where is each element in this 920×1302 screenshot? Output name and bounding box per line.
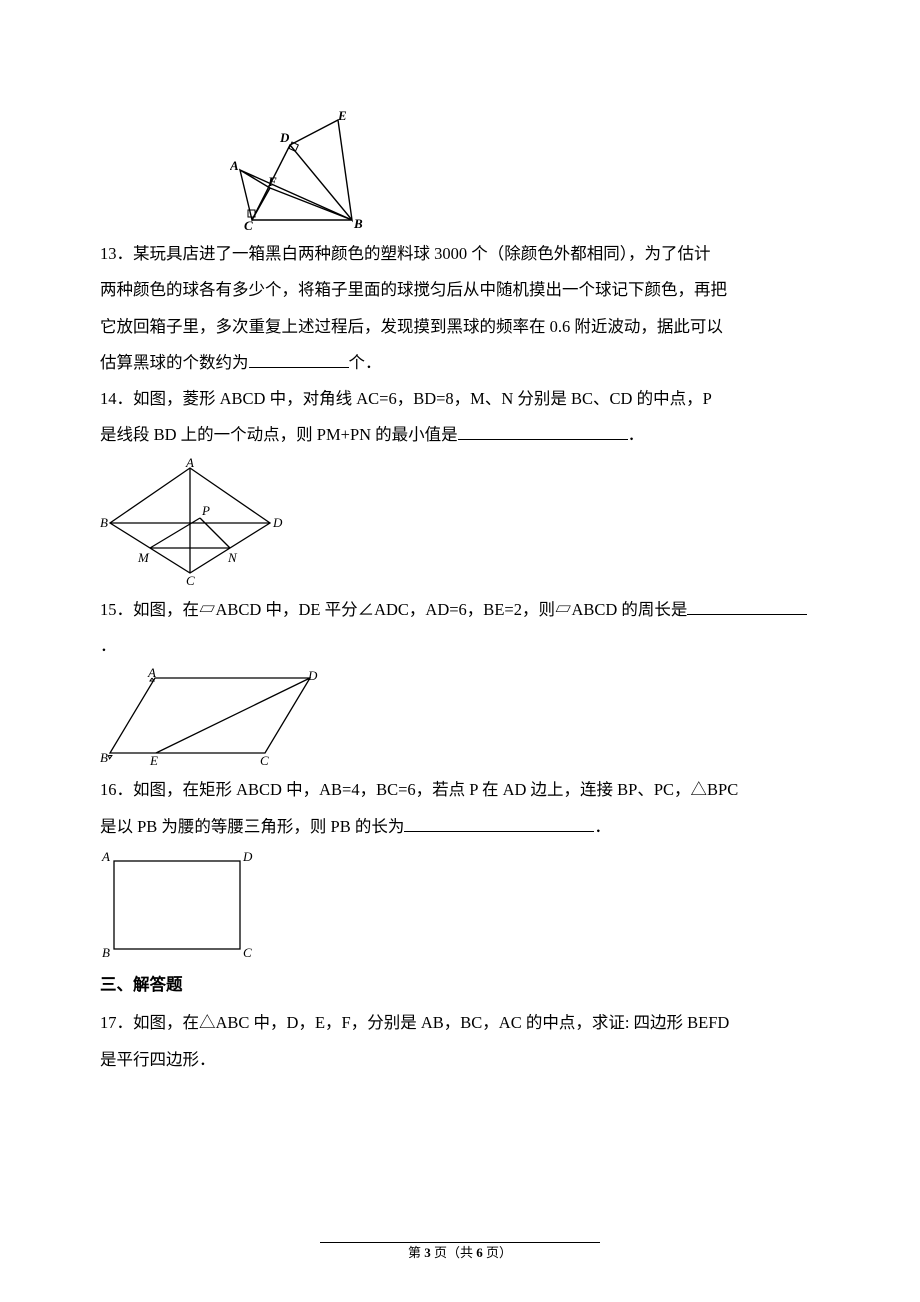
q15-line2: ．: [100, 628, 820, 664]
footer-mid: 页（共: [431, 1245, 477, 1260]
q14-blank[interactable]: [458, 423, 628, 441]
q15-svg: A D B C E: [100, 668, 325, 766]
q13-seg4-post: 个．: [349, 353, 382, 372]
q17-seg1: 如图，在△ABC 中，D，E，F，分别是 AB，BC，AC 的中点，求证: 四边…: [133, 1013, 729, 1032]
page-footer: 第 3 页（共 6 页）: [0, 1242, 920, 1262]
rectangle: [114, 861, 240, 949]
q16-seg2-post: ．: [594, 817, 611, 836]
q16-seg1: 如图，在矩形 ABCD 中，AB=4，BC=6，若点 P 在 AD 边上，连接 …: [133, 780, 738, 799]
label-B15: B: [100, 750, 108, 765]
q14-seg2-post: ．: [628, 425, 645, 444]
figure-q14: A B C D M N P: [100, 458, 820, 586]
label-C16: C: [243, 945, 252, 960]
q16-seg2-pre: 是以 PB 为腰的等腰三角形，则 PB 的长为: [100, 817, 404, 836]
q13-line2: 两种颜色的球各有多少个，将箱子里面的球搅匀后从中随机摸出一个球记下颜色，再把: [100, 272, 820, 308]
label-F: F: [267, 174, 277, 189]
q16-line1: 16．如图，在矩形 ABCD 中，AB=4，BC=6，若点 P 在 AD 边上，…: [100, 772, 820, 808]
label-E: E: [337, 110, 347, 123]
label-B14: B: [100, 515, 108, 530]
label-A14: A: [185, 458, 194, 470]
q16-line2: 是以 PB 为腰的等腰三角形，则 PB 的长为 ．: [100, 809, 820, 845]
footer-rule: [320, 1242, 600, 1243]
label-A: A: [230, 158, 239, 173]
q17-line2: 是平行四边形．: [100, 1042, 820, 1078]
figure-q16: A D B C: [100, 849, 820, 961]
q15-blank[interactable]: [687, 597, 807, 615]
q14-num: 14．: [100, 389, 133, 408]
q13-num: 13．: [100, 244, 133, 263]
label-C15: C: [260, 753, 269, 766]
label-D: D: [279, 130, 290, 145]
label-P14: P: [201, 503, 210, 518]
q13-seg1: 某玩具店进了一箱黑白两种颜色的塑料球 3000 个（除颜色外都相同），为了估计: [133, 244, 711, 263]
q13-line3: 它放回箱子里，多次重复上述过程后，发现摸到黑球的频率在 0.6 附近波动，据此可…: [100, 309, 820, 345]
line-fb: [270, 188, 352, 220]
q15-num: 15．: [100, 600, 133, 619]
page-container: A B C D E F 13．某玩具店进了一箱黑白两种颜色的塑料球 3000 个…: [0, 0, 920, 1302]
q15-line1: 15．如图，在▱ABCD 中，DE 平分∠ADC，AD=6，BE=2，则▱ABC…: [100, 592, 820, 628]
label-A16: A: [101, 849, 110, 864]
q16-blank[interactable]: [404, 814, 594, 832]
q14-line1: 14．如图，菱形 ABCD 中，对角线 AC=6，BD=8，M、N 分别是 BC…: [100, 381, 820, 417]
q17-num: 17．: [100, 1013, 133, 1032]
q17-line1: 17．如图，在△ABC 中，D，E，F，分别是 AB，BC，AC 的中点，求证:…: [100, 1005, 820, 1041]
figure-q12: A B C D E F: [230, 110, 820, 230]
label-N14: N: [227, 550, 238, 565]
q16-svg: A D B C: [100, 849, 255, 961]
label-A15: A: [147, 668, 156, 680]
q14-line2: 是线段 BD 上的一个动点，则 PM+PN 的最小值是 ．: [100, 417, 820, 453]
q16-num: 16．: [100, 780, 133, 799]
label-D14: D: [272, 515, 283, 530]
q12-svg: A B C D E F: [230, 110, 365, 230]
q14-svg: A B C D M N P: [100, 458, 285, 586]
label-C: C: [244, 218, 253, 230]
section3-heading: 三、解答题: [100, 967, 820, 1003]
q13-seg4-pre: 估算黑球的个数约为: [100, 353, 249, 372]
q15-seg1-pre: 如图，在▱ABCD 中，DE 平分∠ADC，AD=6，BE=2，则▱ABCD 的…: [133, 600, 687, 619]
label-M14: M: [137, 550, 150, 565]
label-E15: E: [149, 753, 158, 766]
q13-line4: 估算黑球的个数约为 个．: [100, 345, 820, 381]
q14-seg1: 如图，菱形 ABCD 中，对角线 AC=6，BD=8，M、N 分别是 BC、CD…: [133, 389, 712, 408]
label-B16: B: [102, 945, 110, 960]
q14-seg2-pre: 是线段 BD 上的一个动点，则 PM+PN 的最小值是: [100, 425, 458, 444]
q13-blank[interactable]: [249, 350, 349, 368]
label-B: B: [353, 216, 363, 230]
tri-deb: [290, 120, 352, 220]
label-C14: C: [186, 573, 195, 586]
label-D15: D: [307, 668, 318, 683]
q13-line1: 13．某玩具店进了一箱黑白两种颜色的塑料球 3000 个（除颜色外都相同），为了…: [100, 236, 820, 272]
footer-post: 页）: [483, 1245, 512, 1260]
parallelogram: [110, 678, 310, 753]
footer-pre: 第: [408, 1245, 424, 1260]
label-D16: D: [242, 849, 253, 864]
figure-q15: A D B C E: [100, 668, 820, 766]
